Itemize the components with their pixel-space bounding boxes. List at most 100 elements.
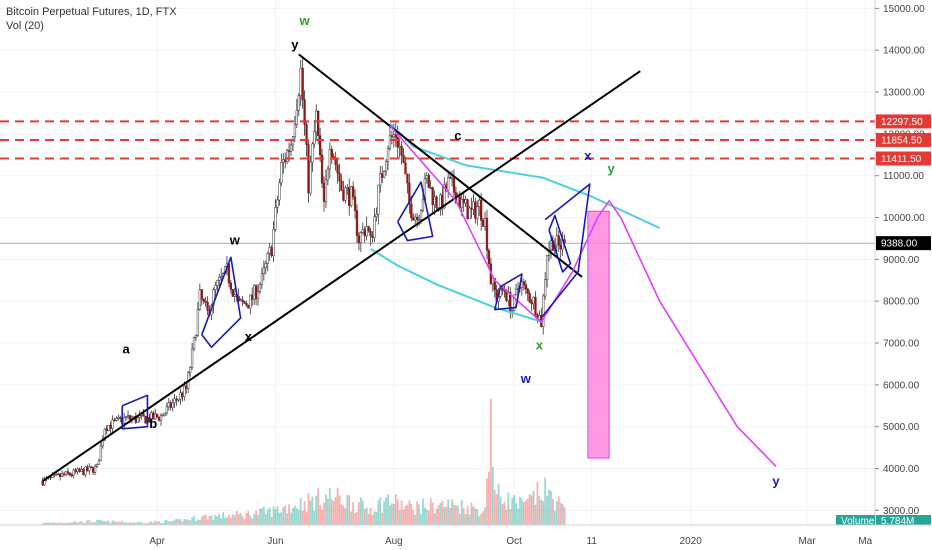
structure-box[interactable] — [121, 394, 149, 430]
volume-bar — [286, 513, 289, 525]
candle-body — [115, 418, 118, 421]
candle-body — [344, 187, 347, 201]
structure-box[interactable] — [397, 181, 434, 242]
candle-body — [214, 285, 217, 290]
candle-body — [256, 291, 260, 300]
volume-bar — [158, 521, 160, 525]
volume-bar — [82, 522, 85, 525]
candle-body — [365, 226, 368, 237]
volume-bar — [468, 514, 471, 525]
candle-body — [326, 168, 330, 181]
candle-body — [220, 275, 223, 278]
volume-bar — [292, 507, 294, 525]
candle-body — [109, 425, 112, 429]
structure-box[interactable] — [540, 183, 591, 319]
projection-bar[interactable] — [587, 210, 610, 459]
candle-body — [448, 177, 452, 179]
current-price-tag-bg — [876, 236, 931, 251]
volume-bar — [179, 519, 182, 525]
volume-bar — [437, 505, 440, 525]
level-price-tag-bg — [876, 132, 931, 147]
volume-bar — [146, 523, 149, 525]
candle-body — [194, 335, 198, 338]
volume-bar — [98, 519, 100, 525]
volume-bar — [154, 520, 157, 525]
volume-bar — [414, 514, 417, 525]
channel-line[interactable] — [389, 122, 661, 229]
candle-body — [93, 466, 97, 473]
candle-body — [88, 466, 91, 472]
price-tick-label: 9000.00 — [883, 255, 920, 266]
volume-bar — [61, 522, 63, 525]
candle-body — [163, 412, 167, 416]
candle-body — [66, 471, 70, 474]
structure-box[interactable] — [548, 214, 572, 273]
level-price-tag: 12297.50 — [881, 117, 923, 128]
candle-body — [559, 244, 562, 250]
volume-indicator-title[interactable]: Vol (20) — [6, 20, 44, 32]
volume-bar — [274, 509, 277, 525]
volume-bar — [404, 505, 407, 525]
volume-bar — [268, 507, 271, 525]
volume-bar — [482, 511, 484, 525]
candle-body — [363, 229, 366, 237]
candle-body — [284, 159, 287, 162]
candle-body — [289, 144, 293, 152]
price-axis-bg — [875, 0, 932, 550]
volume-bar — [288, 504, 290, 525]
volume-bar — [520, 499, 523, 525]
volume-bar — [74, 521, 77, 525]
volume-bar — [484, 506, 486, 525]
volume-bar — [418, 504, 420, 525]
trendline[interactable] — [42, 70, 641, 482]
volume-bar — [501, 503, 504, 525]
candle-body — [276, 199, 279, 208]
structure-box[interactable] — [493, 273, 523, 311]
candle-body — [76, 468, 79, 473]
candle-body — [107, 425, 110, 431]
volume-bar — [348, 495, 351, 525]
candle-body — [406, 173, 409, 184]
projection-path[interactable] — [389, 124, 777, 467]
volume-bar — [72, 521, 75, 525]
candle-body — [72, 469, 75, 476]
structure-box[interactable] — [201, 256, 242, 349]
volume-bar — [336, 487, 339, 525]
time-tick-label: Oct — [506, 536, 522, 547]
volume-bar — [103, 521, 106, 525]
volume-bar — [367, 513, 370, 525]
volume-bar — [231, 514, 234, 525]
candle-body — [70, 474, 73, 477]
volume-bar — [497, 483, 500, 525]
volume-bar — [517, 508, 519, 525]
volume-bar — [356, 512, 358, 525]
time-tick-label: Apr — [149, 536, 165, 547]
volume-bar — [379, 497, 382, 525]
candle-body — [427, 175, 430, 188]
volume-bar — [387, 494, 389, 525]
channel-line[interactable] — [370, 248, 544, 324]
volume-bar — [519, 496, 521, 525]
volume-bar — [315, 495, 318, 525]
volume-bar — [447, 499, 450, 525]
volume-bar — [134, 523, 137, 525]
volume-bar — [45, 522, 48, 525]
candle-body — [466, 199, 469, 220]
candle-body — [297, 95, 300, 111]
price-tick-label: 14000.00 — [883, 46, 925, 57]
candle-body — [251, 294, 254, 300]
volume-bar — [200, 516, 203, 525]
volume-bar — [276, 506, 279, 525]
volume-bar — [183, 518, 186, 525]
symbol-title[interactable]: Bitcoin Perpetual Futures, 1D, FTX — [6, 6, 177, 18]
candle-body — [318, 135, 322, 156]
candle-body — [245, 303, 248, 306]
candle-body — [357, 235, 361, 243]
candle-body — [103, 428, 106, 441]
candle-body — [485, 217, 489, 251]
volume-bar — [528, 493, 531, 525]
volume-bar — [453, 504, 455, 525]
candle-body — [355, 210, 359, 237]
trendline[interactable] — [298, 53, 583, 278]
